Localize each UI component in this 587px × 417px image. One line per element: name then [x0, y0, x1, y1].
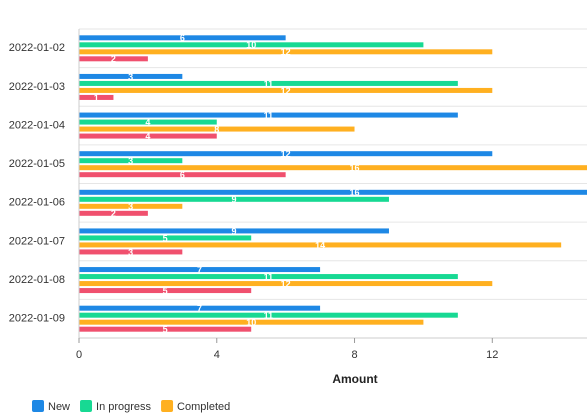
data-label: 11 — [264, 110, 274, 120]
data-label: 3 — [128, 72, 133, 82]
bar — [79, 305, 321, 311]
data-label: 4 — [145, 117, 150, 127]
legend-swatch — [80, 400, 93, 412]
data-label: 9 — [231, 226, 236, 236]
bar — [79, 242, 562, 248]
data-label: 7 — [197, 265, 202, 275]
legend-swatch — [161, 400, 174, 412]
bar — [79, 288, 252, 294]
x-axis-title: Amount — [332, 372, 377, 386]
bar — [79, 172, 286, 178]
bar — [79, 312, 458, 318]
y-tick-label: 2022-01-02 — [9, 42, 65, 54]
data-label: 12 — [281, 149, 291, 159]
data-label: 9 — [231, 195, 236, 205]
data-label: 16 — [350, 163, 360, 173]
data-label: 3 — [128, 202, 133, 212]
bar — [79, 165, 587, 171]
bar — [79, 210, 148, 216]
bar — [79, 189, 587, 195]
data-label: 5 — [163, 325, 168, 335]
bar — [79, 281, 493, 287]
data-label: 16 — [350, 188, 360, 198]
legend-label: Completed — [177, 401, 230, 413]
data-label: 4 — [145, 131, 150, 141]
x-tick-label: 12 — [486, 349, 498, 361]
data-label: 6 — [180, 33, 185, 43]
data-label: 8 — [214, 124, 219, 134]
data-label: 14 — [315, 240, 325, 250]
bar — [79, 267, 321, 273]
bar — [79, 126, 355, 132]
data-label: 6 — [180, 170, 185, 180]
data-label: 3 — [128, 156, 133, 166]
y-tick-label: 2022-01-08 — [9, 274, 65, 286]
data-label: 3 — [128, 247, 133, 257]
legend-label: New — [48, 401, 70, 413]
data-label: 2 — [111, 209, 116, 219]
bar — [79, 249, 183, 255]
y-tick-label: 2022-01-06 — [9, 197, 65, 209]
plot-area: 6101223111211148412316616932951437111257… — [79, 33, 587, 335]
data-label: 11 — [264, 311, 274, 321]
data-label: 2 — [111, 54, 116, 64]
y-tick-label: 2022-01-04 — [9, 119, 65, 131]
bar — [79, 119, 217, 125]
data-label: 5 — [163, 286, 168, 296]
bar — [79, 87, 493, 93]
data-label: 1 — [94, 93, 99, 103]
y-tick-label: 2022-01-09 — [9, 313, 65, 325]
bar — [79, 196, 389, 202]
bar — [79, 326, 252, 332]
bar — [79, 112, 458, 118]
data-label: 7 — [197, 304, 202, 314]
legend-swatch — [32, 400, 44, 412]
data-label: 12 — [281, 47, 291, 57]
y-tick-label: 2022-01-03 — [9, 81, 65, 93]
bar — [79, 80, 458, 86]
bar — [79, 228, 389, 234]
data-label: 11 — [264, 272, 274, 282]
bar — [79, 94, 114, 100]
data-label: 12 — [281, 86, 291, 96]
bar — [79, 49, 493, 55]
data-label: 10 — [246, 40, 256, 50]
bar — [79, 35, 286, 41]
bar — [79, 151, 493, 157]
data-label: 12 — [281, 279, 291, 289]
y-tick-label: 2022-01-07 — [9, 235, 65, 247]
x-tick-label: 0 — [76, 349, 82, 361]
x-tick-label: 8 — [351, 349, 357, 361]
bar — [79, 158, 183, 164]
bar — [79, 235, 252, 241]
bar — [79, 133, 217, 139]
data-label: 11 — [264, 79, 274, 89]
bar — [79, 56, 148, 62]
data-label: 5 — [163, 233, 168, 243]
bar — [79, 203, 183, 209]
data-label: 10 — [246, 318, 256, 328]
bar — [79, 274, 458, 280]
bar — [79, 42, 424, 48]
bar — [79, 73, 183, 79]
x-tick-label: 4 — [214, 349, 220, 361]
legend-label: In progress — [96, 401, 152, 413]
y-tick-label: 2022-01-05 — [9, 158, 65, 170]
bar — [79, 319, 424, 325]
